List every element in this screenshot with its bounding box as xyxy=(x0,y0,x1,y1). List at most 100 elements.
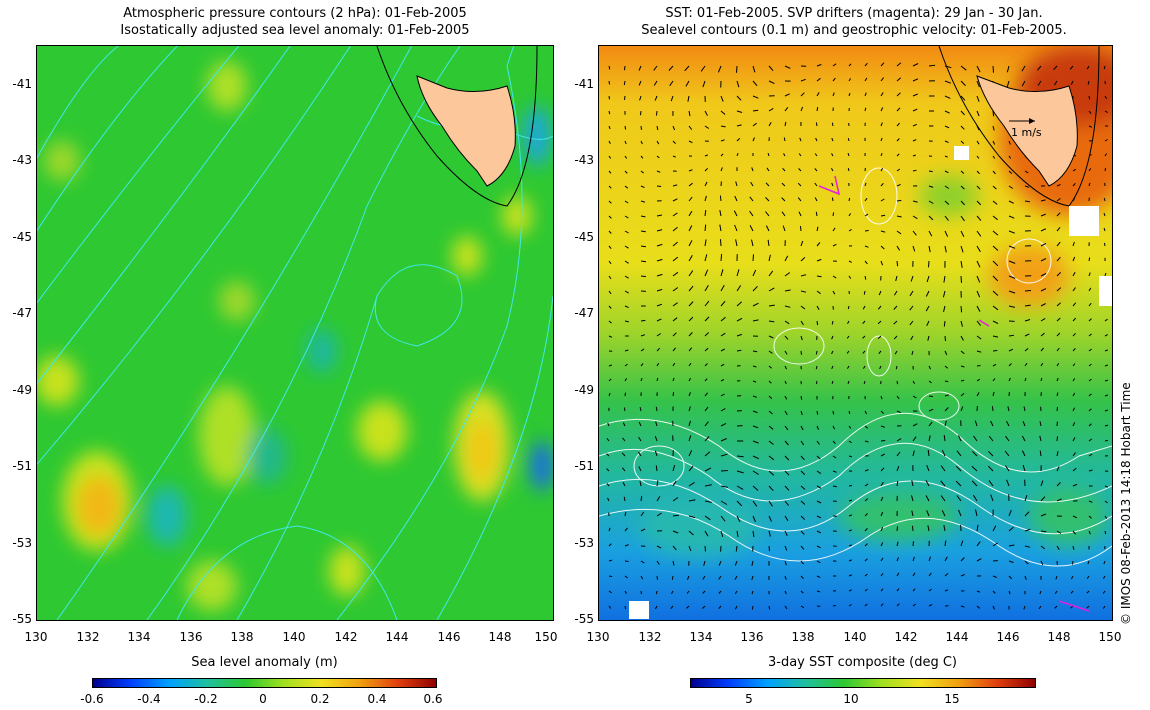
velocity-arrow xyxy=(639,95,642,101)
velocity-arrow xyxy=(1104,424,1109,427)
velocity-arrow xyxy=(640,245,646,248)
velocity-arrow xyxy=(704,484,712,487)
velocity-arrow xyxy=(751,605,754,610)
velocity-arrow xyxy=(800,425,804,431)
velocity-arrow xyxy=(736,80,740,88)
velocity-arrow xyxy=(608,364,613,367)
velocity-arrow xyxy=(912,436,917,442)
velocity-arrow xyxy=(800,515,806,520)
velocity-arrow xyxy=(909,305,914,311)
velocity-arrow xyxy=(1088,438,1093,442)
velocity-arrow xyxy=(608,290,612,295)
velocity-arrow xyxy=(718,590,722,594)
velocity-arrow xyxy=(1088,378,1092,382)
velocity-arrow xyxy=(1008,377,1011,382)
velocity-arrow xyxy=(896,588,900,592)
velocity-arrow xyxy=(670,95,674,102)
velocity-arrow xyxy=(862,365,866,369)
velocity-arrow xyxy=(1072,437,1076,442)
velocity-arrow xyxy=(1040,545,1046,550)
velocity-arrow xyxy=(735,239,738,247)
velocity-arrow xyxy=(720,153,724,157)
velocity-arrow xyxy=(734,575,738,580)
velocity-arrow xyxy=(720,300,726,307)
velocity-arrow xyxy=(1070,590,1074,594)
velocity-arrow xyxy=(1024,528,1031,532)
left-panel-title: Atmospheric pressure contours (2 hPa): 0… xyxy=(123,6,467,21)
velocity-arrow xyxy=(928,588,932,592)
velocity-arrow xyxy=(720,422,727,427)
velocity-arrow xyxy=(1056,436,1058,442)
velocity-arrow xyxy=(608,170,612,174)
velocity-arrow xyxy=(656,333,661,337)
velocity-arrow xyxy=(960,335,964,341)
velocity-arrow xyxy=(814,182,818,187)
velocity-arrow xyxy=(943,525,946,532)
velocity-arrow xyxy=(686,575,690,580)
velocity-arrow xyxy=(925,305,930,312)
velocity-arrow xyxy=(1072,348,1076,352)
velocity-arrow xyxy=(942,290,946,298)
velocity-arrow xyxy=(896,77,902,82)
velocity-arrow xyxy=(800,305,806,310)
velocity-arrow xyxy=(1008,260,1016,264)
velocity-arrow xyxy=(864,62,868,67)
velocity-arrow xyxy=(608,305,612,309)
velocity-arrow xyxy=(880,557,884,562)
velocity-arrow xyxy=(688,435,692,442)
velocity-arrow xyxy=(781,197,786,202)
velocity-arrow xyxy=(896,199,902,202)
sst-map[interactable]: 1 m/s xyxy=(598,45,1113,621)
velocity-arrow xyxy=(640,275,646,278)
velocity-arrow xyxy=(800,78,806,82)
colorbar-tick: 5 xyxy=(745,692,753,706)
velocity-arrow xyxy=(816,92,820,97)
velocity-arrow xyxy=(1056,545,1060,550)
velocity-arrow xyxy=(624,125,627,130)
velocity-arrow xyxy=(928,380,932,384)
velocity-arrow xyxy=(784,575,787,580)
velocity-arrow xyxy=(1103,560,1106,565)
velocity-arrow xyxy=(816,470,822,475)
velocity-arrow xyxy=(672,392,675,397)
velocity-arrow xyxy=(831,137,834,142)
velocity-arrow xyxy=(896,215,902,218)
velocity-arrow xyxy=(655,421,658,427)
velocity-arrow xyxy=(880,410,884,414)
velocity-arrow xyxy=(992,378,996,382)
velocity-arrow xyxy=(735,181,738,187)
velocity-arrow xyxy=(1037,80,1042,86)
velocity-arrow xyxy=(1021,450,1026,457)
velocity-arrow xyxy=(1086,65,1090,70)
velocity-arrow xyxy=(752,515,756,523)
velocity-arrow xyxy=(784,350,788,355)
velocity-arrow xyxy=(751,560,754,566)
velocity-arrow xyxy=(1054,605,1058,609)
velocity-arrow xyxy=(640,170,645,174)
velocity-arrow xyxy=(896,380,899,385)
geostrophic-velocity-arrows xyxy=(606,62,1109,610)
velocity-arrow xyxy=(1086,605,1090,609)
velocity-arrow xyxy=(784,500,789,506)
velocity-arrow xyxy=(686,590,690,594)
velocity-arrow xyxy=(992,245,999,251)
velocity-arrow xyxy=(1069,65,1074,70)
velocity-arrow xyxy=(944,350,948,356)
velocity-arrow xyxy=(623,80,626,86)
velocity-arrow xyxy=(1024,304,1031,307)
sea-level-anomaly-map[interactable] xyxy=(36,45,554,621)
velocity-arrow xyxy=(928,200,934,204)
velocity-arrow xyxy=(976,290,981,298)
velocity-arrow xyxy=(1008,560,1014,563)
velocity-arrow xyxy=(1072,241,1075,247)
velocity-arrow xyxy=(992,185,997,190)
velocity-arrow xyxy=(1024,362,1028,367)
velocity-arrow xyxy=(974,420,978,427)
colorbar-tick: -0.4 xyxy=(137,692,161,706)
velocity-arrow xyxy=(1072,182,1076,187)
velocity-arrow xyxy=(1104,379,1109,382)
velocity-arrow xyxy=(896,466,900,472)
velocity-arrow xyxy=(736,138,741,142)
velocity-arrow xyxy=(944,170,949,174)
velocity-arrow xyxy=(1055,575,1058,580)
